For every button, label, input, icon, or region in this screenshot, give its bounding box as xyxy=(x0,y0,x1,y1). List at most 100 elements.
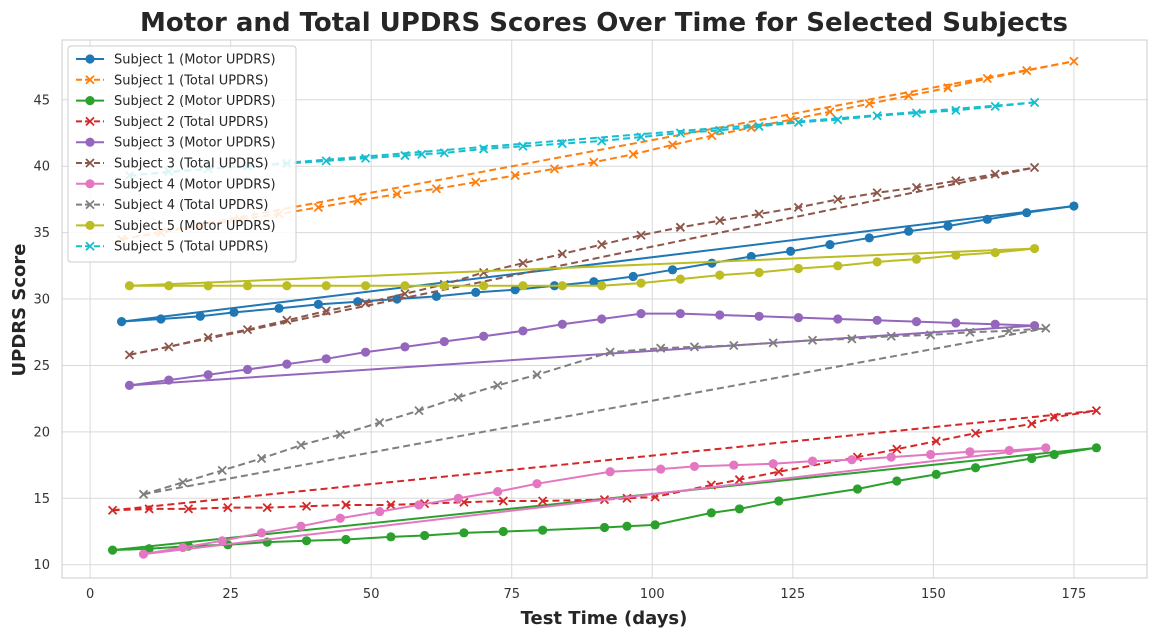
data-point xyxy=(754,209,764,219)
data-point xyxy=(656,343,666,353)
data-point xyxy=(116,317,127,327)
data-point xyxy=(622,493,632,503)
data-point xyxy=(321,354,331,364)
data-point xyxy=(931,469,941,479)
legend-label: Subject 3 (Total UPDRS) xyxy=(114,157,268,172)
data-point xyxy=(493,487,503,497)
data-point xyxy=(518,141,528,151)
data-point xyxy=(498,526,508,537)
legend-marker xyxy=(85,241,95,251)
data-point xyxy=(360,347,371,357)
data-point xyxy=(886,452,896,462)
data-point xyxy=(321,281,331,291)
data-point xyxy=(656,464,666,474)
data-point xyxy=(589,277,599,287)
data-point xyxy=(183,504,194,514)
legend-entry: Subject 3 (Total UPDRS) xyxy=(76,157,268,172)
legend-marker xyxy=(85,75,95,85)
data-point xyxy=(479,281,489,291)
series-closing-line xyxy=(121,60,1075,241)
series-closing-line xyxy=(129,247,1035,287)
data-point xyxy=(439,148,449,158)
data-point xyxy=(904,91,914,101)
data-point xyxy=(729,460,739,470)
data-point xyxy=(925,330,936,340)
series-closing-line xyxy=(143,327,1046,496)
data-point xyxy=(833,115,843,125)
data-point xyxy=(951,176,961,186)
data-point xyxy=(667,140,678,150)
data-point xyxy=(1027,419,1037,429)
x-tick-label: 150 xyxy=(921,587,946,602)
data-point xyxy=(951,250,961,260)
data-point xyxy=(242,364,253,375)
data-point xyxy=(931,436,941,446)
y-tick-label: 45 xyxy=(33,93,50,108)
data-point xyxy=(847,455,857,465)
data-point xyxy=(689,342,700,352)
data-point xyxy=(597,281,607,291)
x-tick-label: 125 xyxy=(780,587,805,602)
data-point xyxy=(538,525,548,535)
data-point xyxy=(203,281,213,291)
data-point xyxy=(301,501,312,511)
data-point xyxy=(1069,201,1079,211)
data-point xyxy=(597,136,607,146)
data-point xyxy=(715,125,725,135)
data-point xyxy=(1029,97,1040,108)
chart-title: Motor and Total UPDRS Scores Over Time f… xyxy=(140,8,1068,38)
data-point xyxy=(313,202,323,213)
data-point xyxy=(1004,445,1014,456)
legend-marker xyxy=(85,199,95,210)
data-point xyxy=(911,317,922,327)
x-tick-label: 100 xyxy=(640,587,665,602)
data-point xyxy=(650,520,660,530)
data-point xyxy=(439,281,449,291)
data-point xyxy=(1049,412,1059,422)
data-point xyxy=(178,477,188,487)
data-point xyxy=(518,258,528,268)
data-point xyxy=(622,521,632,531)
y-tick-label: 25 xyxy=(33,359,50,374)
series-closing-line xyxy=(143,446,1046,556)
data-point xyxy=(360,153,371,163)
legend-label: Subject 2 (Motor UPDRS) xyxy=(114,94,276,109)
data-point xyxy=(341,500,351,510)
data-point xyxy=(990,169,1000,179)
data-point xyxy=(400,289,410,299)
data-point xyxy=(414,405,424,416)
data-point xyxy=(156,314,166,324)
data-point xyxy=(833,314,843,324)
data-point xyxy=(774,496,784,506)
legend-entry: Subject 1 (Motor UPDRS) xyxy=(76,53,276,68)
x-tick-label: 175 xyxy=(1062,587,1087,602)
data-point xyxy=(707,131,717,141)
data-point xyxy=(360,281,371,291)
data-point xyxy=(746,251,756,262)
data-point xyxy=(242,324,253,335)
data-point xyxy=(965,327,975,337)
series-subject-5-motor xyxy=(124,243,1040,291)
data-point xyxy=(943,83,953,93)
data-point xyxy=(774,467,784,477)
data-point xyxy=(321,156,331,166)
data-point xyxy=(1027,453,1037,464)
series-line xyxy=(129,247,1035,287)
data-point xyxy=(825,239,835,250)
data-point xyxy=(793,313,804,323)
data-point xyxy=(807,335,818,345)
data-point xyxy=(510,285,520,295)
data-point xyxy=(689,461,700,472)
data-point xyxy=(925,449,936,460)
data-point xyxy=(911,182,922,193)
data-point xyxy=(471,177,481,187)
legend-label: Subject 4 (Motor UPDRS) xyxy=(114,177,276,192)
y-tick-label: 10 xyxy=(33,558,50,573)
x-tick-label: 0 xyxy=(86,587,94,602)
y-axis-label: UPDRS Score xyxy=(9,244,30,377)
data-point xyxy=(793,117,804,127)
data-point xyxy=(453,392,463,402)
legend-label: Subject 1 (Motor UPDRS) xyxy=(114,53,276,68)
data-point xyxy=(715,216,725,226)
